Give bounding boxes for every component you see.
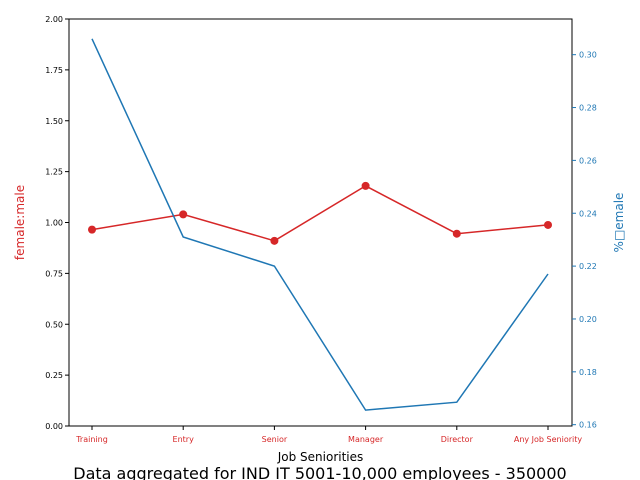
- plot-frame: [68, 18, 573, 427]
- x-axis-label: Job Seniorities: [277, 450, 364, 464]
- x-tick-label: Entry: [173, 435, 195, 444]
- series-marker: [544, 220, 552, 229]
- left-y-tick-label: 0.00: [45, 422, 63, 431]
- x-tick-label: Training: [75, 435, 108, 444]
- right-y-tick-label: 0.20: [579, 315, 597, 324]
- left-y-axis-label: female:male: [13, 185, 27, 260]
- left-y-tick-label: 1.50: [45, 117, 63, 126]
- right-y-tick-label: 0.22: [579, 262, 597, 271]
- right-y-axis-label: %□emale: [612, 193, 626, 253]
- right-y-tick-label: 0.28: [579, 104, 597, 113]
- left-y-tick-label: 0.25: [45, 371, 63, 380]
- chart-caption: Data aggregated for IND IT 5001-10,000 e…: [73, 464, 566, 480]
- right-y-tick-label: 0.26: [579, 156, 597, 165]
- series-line-female-male-ratio: [91, 185, 549, 242]
- series-marker: [452, 229, 461, 238]
- right-y-tick-label: 0.16: [579, 421, 597, 430]
- series-line-percent-female: [91, 38, 549, 411]
- x-tick-label: Manager: [348, 435, 384, 444]
- left-y-tick-label: 0.50: [45, 320, 63, 329]
- right-y-tick-label: 0.24: [579, 209, 597, 218]
- series-marker: [88, 225, 96, 234]
- series-marker: [361, 181, 370, 190]
- left-y-tick-label: 0.75: [45, 269, 63, 278]
- x-tick-label: Any Job Seniority: [514, 435, 583, 444]
- x-tick-label: Senior: [262, 435, 288, 444]
- series-marker: [270, 236, 279, 245]
- series-marker: [179, 210, 188, 219]
- left-y-tick-label: 1.00: [45, 219, 63, 228]
- left-y-tick-label: 2.00: [45, 15, 63, 24]
- left-y-tick-label: 1.25: [45, 168, 63, 177]
- x-tick-label: Director: [441, 435, 474, 444]
- right-y-tick-label: 0.30: [579, 51, 597, 60]
- plot-area: 0.00 0.25 0.50 0.75 1.00 1.25 1.50 1.75 2.00 0.16…: [45, 15, 597, 444]
- left-y-tick-label: 1.75: [45, 66, 63, 75]
- right-y-tick-label: 0.18: [579, 368, 597, 377]
